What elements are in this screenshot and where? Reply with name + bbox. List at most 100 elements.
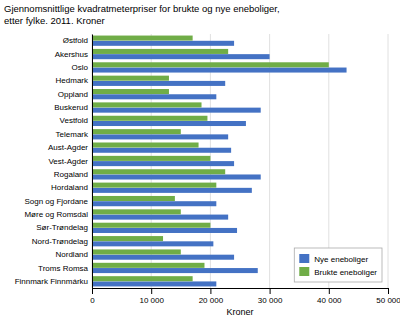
bar	[92, 241, 213, 246]
legend: Nye eneboliger Brukte eneboliger	[294, 248, 382, 282]
subtitle: etter fylke. 2011. Kroner	[4, 15, 105, 26]
bar	[92, 129, 181, 134]
y-tick: Hordaland	[51, 183, 92, 192]
bar	[92, 62, 329, 67]
legend-frame	[294, 248, 382, 282]
bar	[92, 81, 225, 86]
y-tick: Telemark	[56, 130, 92, 139]
x-tick-mark	[151, 288, 152, 294]
plot-area: 0 10 000 20 000 30 000 40 000 50 000 Østfold Ak…	[15, 34, 400, 317]
bar	[92, 142, 199, 147]
y-tick: Buskerud	[54, 103, 92, 112]
x-tick: 10 000	[139, 288, 164, 305]
y-tick-label: Oslo	[72, 63, 89, 72]
bar	[92, 89, 169, 94]
y-tick-label: Hordaland	[51, 183, 88, 192]
y-tick-label: Østfold	[63, 36, 88, 45]
x-tick-mark	[270, 288, 271, 294]
x-tick-label: 40 000	[317, 296, 342, 305]
x-tick-label: 20 000	[199, 296, 224, 305]
x-tick: 0	[90, 288, 95, 305]
y-tick-label: Møre og Romsdal	[24, 210, 88, 219]
y-tick-label: Finnmark Finnmárku	[15, 277, 88, 286]
grid	[92, 34, 388, 288]
bar	[92, 94, 216, 99]
y-tick-label: Nord-Trøndelag	[32, 237, 88, 246]
bar	[92, 156, 210, 161]
bar	[92, 263, 204, 268]
y-tick: Oppland	[58, 90, 92, 99]
x-tick-mark	[388, 288, 389, 294]
y-axis: Østfold Akershus Oslo Hedmark Oppland Buskeru…	[15, 35, 93, 289]
y-tick-label: Akershus	[55, 50, 88, 59]
y-tick: Troms Romsa	[38, 264, 92, 273]
legend-label: Nye eneboliger	[314, 255, 368, 264]
x-tick: 30 000	[258, 288, 283, 305]
y-tick-label: Vest-Agder	[48, 157, 88, 166]
y-tick: Rogaland	[54, 170, 92, 179]
y-tick-label: Sør-Trøndelag	[36, 223, 88, 232]
x-tick-label: 10 000	[139, 296, 164, 305]
bar	[92, 174, 261, 179]
y-tick-label: Buskerud	[54, 103, 88, 112]
bar	[92, 249, 181, 254]
bar	[92, 196, 175, 201]
y-tick-label: Aust-Agder	[48, 143, 88, 152]
y-tick-label: Sogn og Fjordane	[24, 197, 88, 206]
y-tick-label: Oppland	[58, 90, 88, 99]
x-tick-mark	[210, 288, 211, 294]
legend-swatch	[299, 254, 309, 263]
y-tick: Sør-Trøndelag	[36, 223, 92, 232]
bar	[92, 102, 202, 107]
bar	[92, 183, 216, 188]
x-tick: 50 000	[376, 288, 400, 305]
bar	[92, 76, 169, 81]
bar	[92, 215, 228, 220]
bar	[92, 188, 252, 193]
x-axis: 0 10 000 20 000 30 000 40 000 50 000	[90, 288, 400, 305]
chart-container: Gjennomsnittlige kvadratmeterpriser for …	[0, 0, 400, 320]
bar	[92, 276, 193, 281]
y-tick: Aust-Agder	[48, 143, 92, 152]
x-axis-title: Kroner	[226, 307, 253, 317]
x-tick-label: 0	[90, 296, 95, 305]
grid-line	[92, 34, 93, 288]
bar	[92, 134, 228, 139]
y-tick: Finnmark Finnmárku	[15, 277, 92, 286]
bar-series	[92, 36, 329, 282]
bar	[92, 201, 216, 206]
y-tick: Nord-Trøndelag	[32, 237, 92, 246]
x-tick-label: 30 000	[258, 296, 283, 305]
bar	[92, 41, 234, 46]
bar	[92, 49, 228, 54]
x-tick: 20 000	[199, 288, 224, 305]
legend-swatch	[299, 267, 309, 276]
bar	[92, 36, 193, 41]
bar	[92, 169, 225, 174]
bar	[92, 236, 163, 241]
bar	[92, 268, 258, 273]
bar	[92, 161, 234, 166]
y-tick: Akershus	[55, 50, 92, 59]
bar	[92, 121, 246, 126]
y-axis-line	[92, 35, 93, 289]
x-tick-mark	[92, 288, 93, 294]
y-tick: Hedmark	[56, 76, 92, 85]
y-tick: Oslo	[72, 63, 92, 72]
y-tick-label: Hedmark	[56, 76, 89, 85]
title: Gjennomsnittlige kvadratmeterpriser for …	[4, 3, 280, 14]
y-tick: Østfold	[63, 36, 92, 45]
bar	[92, 108, 261, 113]
x-tick: 40 000	[317, 288, 342, 305]
y-tick: Sogn og Fjordane	[24, 197, 92, 206]
bar	[92, 116, 207, 121]
bar	[92, 54, 270, 59]
bar	[92, 281, 216, 286]
y-tick: Nordland	[56, 250, 92, 259]
y-tick: Vestfold	[60, 116, 92, 125]
bar	[92, 223, 210, 228]
bar	[92, 209, 181, 214]
bar	[92, 255, 234, 260]
legend-label: Brukte eneboliger	[314, 268, 377, 277]
y-tick-label: Nordland	[56, 250, 88, 259]
